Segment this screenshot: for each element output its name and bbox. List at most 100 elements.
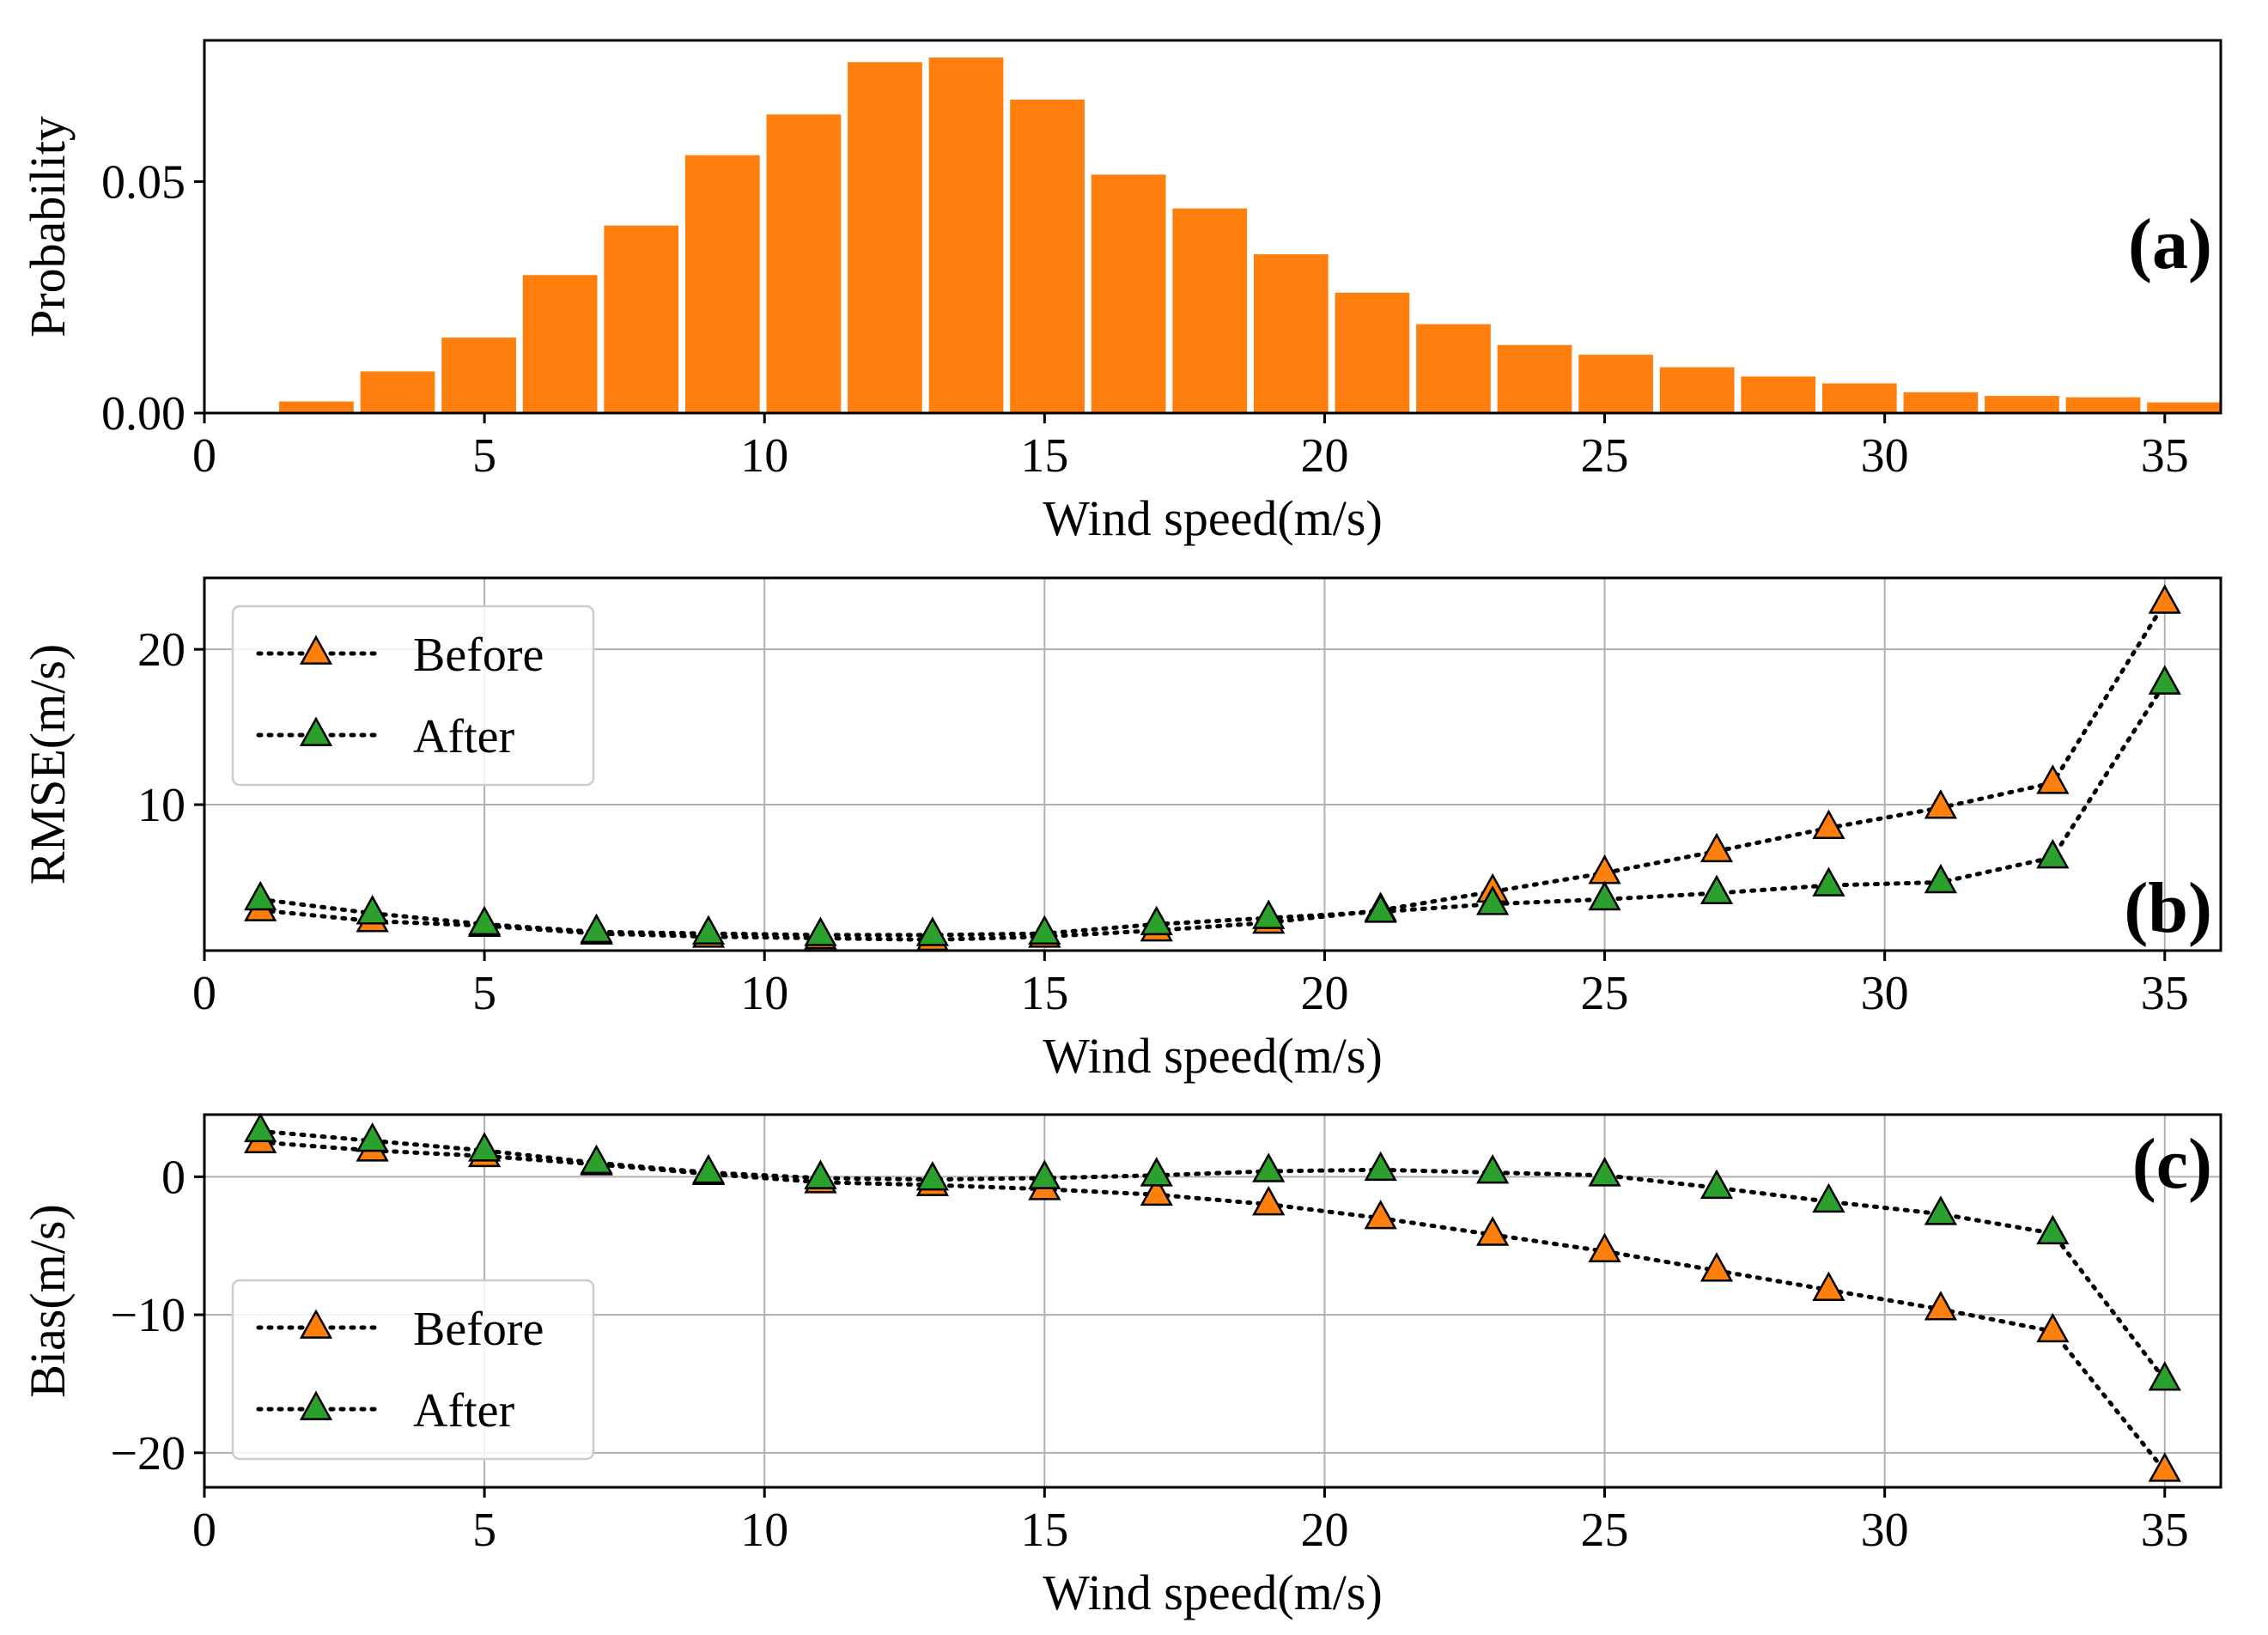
marker-after [1812,1182,1845,1213]
marker-before [2036,764,2070,794]
marker-after [691,1153,726,1184]
marker-after [691,915,726,945]
marker-after [1364,1151,1397,1182]
legend-marker-before [299,635,333,665]
x-axis-label: Wind speed(m/s) [1043,490,1383,546]
marker-after [1028,1159,1061,1189]
marker-before [2148,1452,2181,1482]
panel-label: (c) [2132,1124,2212,1204]
x-tick-label: 35 [2141,429,2189,483]
x-tick-label: 5 [472,967,496,1020]
marker-before [2036,1312,2070,1343]
histogram-bar [1659,367,1735,413]
histogram-bar [1903,392,1979,413]
y-tick-label: 20 [137,623,185,677]
y-tick-label: −10 [110,1289,185,1342]
x-tick-label: 25 [1581,429,1629,483]
marker-after [2148,665,2181,695]
x-tick-label: 20 [1300,429,1348,483]
histogram-bar [848,62,922,414]
marker-after [1924,1195,1958,1225]
series-line-after [258,1128,2168,1383]
marker-before [1475,1216,1510,1246]
histogram-bar [522,275,598,413]
axes-frame [203,1113,2222,1489]
marker-after [915,916,950,946]
histogram-bar [1821,383,1897,413]
x-tick-label: 20 [1300,967,1348,1020]
marker-after [1475,1153,1510,1184]
panel-a: 0 5 10 15 20 25 30 35 0.00 0.05 Wind speed(m/s) Pro… [20,39,2222,546]
marker-after [1475,885,1510,915]
marker-after [2036,838,2070,869]
marker-after [467,1132,502,1162]
marker-after [1364,893,1397,923]
marker-after [804,1159,837,1189]
marker-after [804,916,837,946]
x-tick-label: 10 [740,1504,788,1557]
histogram-bar [684,155,760,413]
marker-after [1588,880,1621,911]
legend-marker-after [299,716,333,746]
histogram-bar [1497,344,1572,413]
x-tick-label: 25 [1581,1504,1629,1557]
axes-frame [203,576,2222,952]
marker-after [1812,866,1845,897]
x-tick-label: 25 [1581,967,1629,1020]
x-tick-label: 30 [1861,429,1909,483]
marker-after [1252,899,1286,929]
legend-label-before: Before [413,629,544,682]
x-tick-label: 5 [472,429,496,483]
legend-label-after: After [413,1384,515,1437]
x-tick-label: 5 [472,1504,496,1557]
x-axis-label: Wind speed(m/s) [1043,1028,1383,1084]
marker-before [1252,1185,1286,1216]
histogram-bar [1335,292,1410,413]
marker-after [580,913,613,944]
legend-label-after: After [413,710,515,763]
x-tick-label: 30 [1861,1504,1909,1557]
histogram-bar [1091,174,1166,413]
histogram-bar [1416,324,1491,413]
marker-before [1140,1176,1173,1206]
histogram-bar [1578,355,1653,413]
histogram-bar [928,57,1004,414]
marker-after [580,1144,613,1175]
x-tick-label: 0 [192,429,216,483]
histogram-bar [1985,396,2059,413]
marker-before [2148,584,2181,614]
panel-label: (a) [2128,204,2212,284]
x-tick-label: 0 [192,967,216,1020]
axes-frame [203,39,2222,415]
marker-after [1588,1157,1621,1187]
x-tick-label: 15 [1020,429,1068,483]
x-tick-label: 15 [1020,967,1068,1020]
legend-marker-after [299,1390,333,1420]
y-tick-label: −20 [110,1427,185,1480]
histogram-bar [2065,397,2141,413]
histogram-bar [1172,208,1248,413]
histogram-bar [604,225,679,413]
y-axis-label: Bias(m/s) [20,1204,76,1398]
x-tick-label: 10 [740,429,788,483]
series-line-after [258,681,2168,938]
marker-before [1812,809,1845,840]
y-tick-label: 0.00 [101,387,185,441]
marker-after [467,905,502,936]
x-axis-label: Wind speed(m/s) [1043,1565,1383,1620]
x-tick-label: 15 [1020,1504,1068,1557]
marker-after [1924,863,1958,894]
histogram-bar [766,114,842,413]
legend-label-before: Before [413,1303,544,1356]
marker-after [356,1121,389,1152]
marker-before [1924,789,1958,819]
x-tick-label: 35 [2141,967,2189,1020]
marker-after [1699,874,1734,904]
x-tick-label: 30 [1861,967,1909,1020]
marker-before [1699,1252,1734,1282]
x-tick-label: 10 [740,967,788,1020]
marker-after [1252,1152,1286,1182]
marker-after [2148,1361,2181,1391]
panel-b: Before After 0 5 10 15 20 25 30 35 10 20 Wind speed(… [20,576,2222,1084]
